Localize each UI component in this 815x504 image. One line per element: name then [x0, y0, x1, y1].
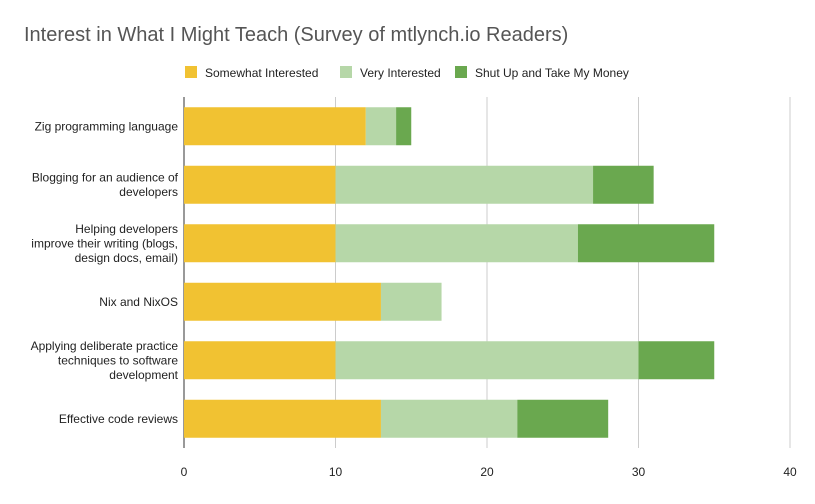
- x-tick-label: 10: [329, 465, 343, 479]
- bar-segment: [593, 165, 654, 204]
- bar-segment: [396, 107, 412, 146]
- bar-segment: [184, 165, 336, 204]
- category-labels: Zig programming language Blogging for an …: [31, 119, 179, 426]
- legend-label: Somewhat Interested: [205, 66, 318, 80]
- bar-segment: [638, 341, 715, 380]
- bars: [184, 107, 715, 438]
- x-axis-ticks: 0 10 20 30 40: [181, 465, 797, 479]
- bar-segment: [577, 224, 715, 263]
- category-label: Helping developers: [75, 222, 178, 236]
- category-label: Nix and NixOS: [99, 295, 178, 309]
- category-label: Zig programming language: [35, 119, 179, 133]
- x-tick-label: 40: [783, 465, 797, 479]
- category-label: design docs, email): [75, 251, 178, 265]
- x-tick-label: 30: [632, 465, 646, 479]
- bar-segment: [365, 107, 397, 146]
- bar-segment: [335, 341, 639, 380]
- category-label: development: [109, 368, 178, 382]
- bar-segment: [380, 399, 518, 438]
- category-label: Blogging for an audience of: [32, 171, 179, 185]
- bar-segment: [517, 399, 609, 438]
- category-label: improve their writing (blogs,: [31, 236, 178, 250]
- legend-label: Very Interested: [360, 66, 441, 80]
- legend: Somewhat Interested Very Interested Shut U…: [185, 66, 629, 80]
- bar-segment: [184, 341, 336, 380]
- category-label: developers: [119, 185, 178, 199]
- category-label: Applying deliberate practice: [31, 339, 179, 353]
- bar-segment: [335, 165, 594, 204]
- category-label: techniques to software: [58, 353, 178, 367]
- legend-swatch: [340, 66, 352, 78]
- bar-segment: [184, 399, 381, 438]
- legend-swatch: [455, 66, 467, 78]
- x-tick-label: 0: [181, 465, 188, 479]
- bar-segment: [335, 224, 578, 263]
- chart-title: Interest in What I Might Teach (Survey o…: [24, 24, 569, 46]
- bar-segment: [184, 282, 381, 321]
- legend-label: Shut Up and Take My Money: [475, 66, 629, 80]
- bar-segment: [184, 107, 366, 146]
- bar-segment: [184, 224, 336, 263]
- category-label: Effective code reviews: [59, 412, 178, 426]
- legend-swatch: [185, 66, 197, 78]
- bar-segment: [380, 282, 442, 321]
- x-tick-label: 20: [480, 465, 494, 479]
- grid: [183, 97, 791, 448]
